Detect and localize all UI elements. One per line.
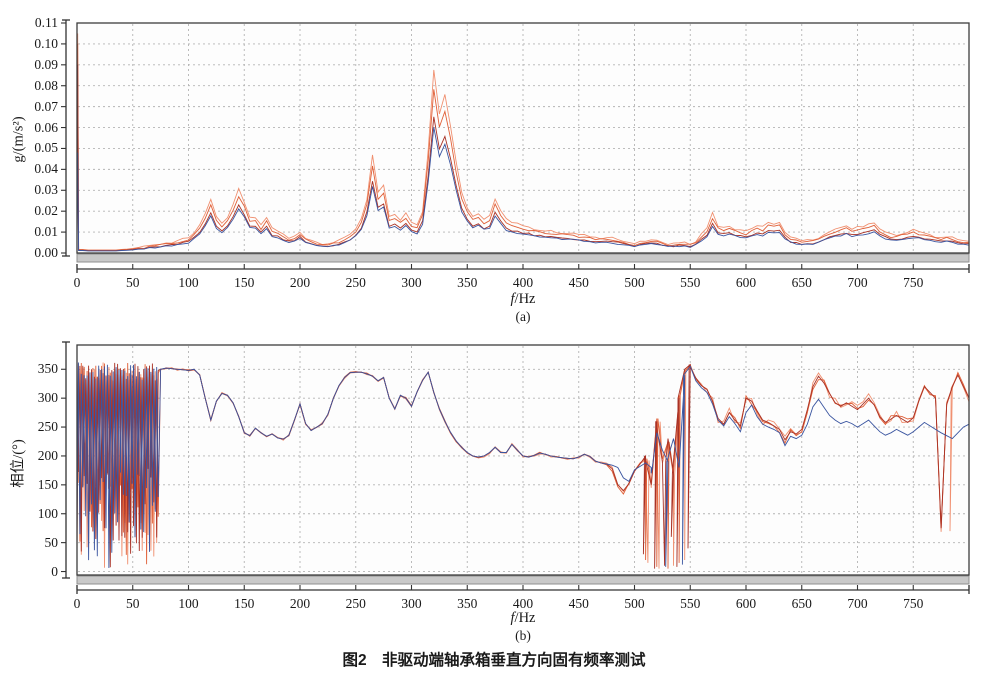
x-tick-label: 750	[903, 275, 924, 290]
plot-b-x-label-unit: /Hz	[514, 610, 536, 626]
x-tick-label: 150	[234, 275, 255, 290]
x-tick-label: 350	[457, 596, 478, 611]
x-tick-label: 400	[512, 275, 534, 290]
y-tick-label: 0	[51, 563, 58, 579]
x-tick-label: 350	[457, 275, 478, 290]
x-tick-label: 50	[126, 596, 140, 611]
series-run-4-blue	[77, 127, 969, 252]
plot-b-x-label-f: f	[510, 610, 515, 626]
y-tick-label: 50	[44, 534, 59, 550]
y-tick-label: 0.09	[34, 56, 58, 72]
y-tick-label: 200	[37, 447, 58, 463]
x-tick-label: 400	[512, 596, 534, 611]
x-tick-label: 50	[126, 275, 140, 290]
y-tick-label: 300	[37, 390, 58, 406]
y-tick-label: 0.06	[34, 119, 58, 135]
y-tick-label: 0.01	[34, 224, 58, 240]
x-tick-label: 0	[73, 596, 81, 611]
x-tick-label: 300	[401, 275, 422, 290]
x-tick-label: 450	[568, 596, 589, 611]
x-tick-label: 250	[345, 275, 366, 290]
y-tick-label: 250	[37, 419, 58, 435]
x-tick-label: 550	[680, 596, 701, 611]
plot-b-x-label: f/Hz	[463, 610, 583, 627]
x-tick-label: 700	[847, 596, 868, 611]
y-tick-label: 0.02	[34, 203, 58, 219]
plot-a-x-label: f/Hz	[463, 291, 583, 308]
y-tick-label: 0.08	[34, 77, 58, 93]
y-tick-label: 150	[37, 476, 58, 492]
x-tick-label: 600	[735, 275, 757, 290]
series-run-2-orange	[77, 43, 969, 251]
series-run-4-blue	[77, 362, 969, 569]
x-tick-label: 600	[735, 596, 757, 611]
y-tick-label: 0.11	[34, 15, 58, 30]
plot-b-sublabel: (b)	[515, 628, 531, 643]
x-tick-label: 650	[791, 596, 812, 611]
x-tick-label: 300	[401, 596, 422, 611]
x-tick-label: 700	[847, 275, 868, 290]
y-tick-label: 0.03	[34, 182, 58, 198]
x-tick-label: 550	[680, 275, 701, 290]
x-tick-label: 450	[568, 275, 589, 290]
x-tick-label: 200	[289, 596, 311, 611]
y-tick-label: 0.04	[34, 161, 58, 177]
y-tick-label: 0.00	[34, 245, 58, 260]
x-tick-label: 750	[903, 596, 924, 611]
x-tick-label: 100	[178, 275, 199, 290]
x-tick-label: 100	[178, 596, 199, 611]
figure-caption: 图2 非驱动端轴承箱垂直方向固有频率测试	[342, 652, 646, 669]
x-tick-label: 650	[791, 275, 812, 290]
plot-a-x-label-unit: /Hz	[514, 291, 536, 307]
x-tick-label: 0	[73, 275, 81, 290]
y-tick-label: 350	[37, 361, 58, 377]
x-tick-label: 250	[345, 596, 366, 611]
y-tick-label: 100	[37, 505, 58, 521]
x-tick-label: 500	[624, 275, 645, 290]
x-tick-label: 150	[234, 596, 255, 611]
plot-a-sublabel: (a)	[515, 309, 531, 324]
y-tick-label: 0.07	[34, 98, 58, 114]
x-tick-label: 500	[624, 596, 645, 611]
y-tick-label: 0.05	[34, 140, 58, 156]
series-run-1-salmon	[77, 33, 969, 251]
y-tick-label: 0.10	[34, 35, 58, 51]
plot-a-x-label-f: f	[510, 291, 515, 307]
x-tick-label: 200	[289, 275, 311, 290]
